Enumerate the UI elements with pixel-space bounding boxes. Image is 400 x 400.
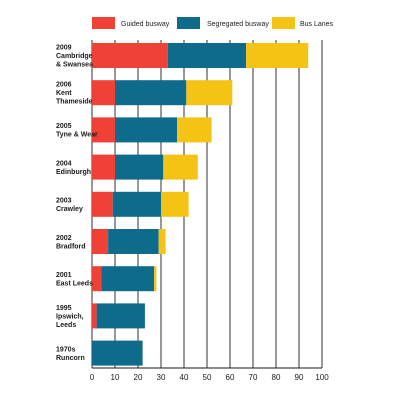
bar-segment-segregated-busway (96, 303, 145, 329)
legend-label: Bus Lanes (300, 21, 334, 28)
category-label-line: 2003 (56, 198, 72, 205)
bar-segment-guided-busway (92, 229, 109, 254)
category-label-line: Edinburgh (56, 169, 91, 176)
x-tick-label: 10 (111, 373, 120, 382)
x-tick-label: 30 (157, 373, 166, 382)
bar-segment-bus-lanes (186, 80, 233, 106)
bar-segment-bus-lanes (246, 43, 309, 68)
category-label: 1995 Ipswich, Leeds (56, 305, 84, 329)
category-label-line: 2009 (56, 45, 72, 52)
bar-segment-segregated-busway (92, 340, 143, 366)
category-label-line: 2001 (56, 272, 72, 279)
category-label: 2001 East Leeds (56, 272, 93, 288)
bar-segment-bus-lanes (161, 191, 189, 217)
legend-swatch (272, 17, 295, 29)
bars (92, 43, 309, 366)
category-label-line: Runcorn (56, 355, 85, 362)
bar-segment-guided-busway (92, 154, 115, 180)
bar-segment-bus-lanes (158, 229, 166, 254)
bar-segment-segregated-busway (115, 117, 178, 143)
x-tick-label: 100 (315, 373, 329, 382)
category-label-line: Leeds (56, 322, 76, 329)
category-label-line: Ipswich, (56, 313, 84, 320)
bar-segment-segregated-busway (115, 154, 164, 180)
bar-segment-guided-busway (92, 191, 113, 217)
category-label-line: Crawley (56, 206, 83, 213)
category-label-line: & Swansea (56, 62, 93, 69)
bar-segment-bus-lanes (154, 266, 157, 292)
x-tick-label: 70 (249, 373, 258, 382)
x-tick-label: 0 (90, 373, 95, 382)
bar-segment-bus-lanes (163, 154, 198, 180)
category-label-line: 2004 (56, 160, 72, 167)
bar-segment-guided-busway (92, 117, 115, 143)
x-axis: 0 10 20 30 40 50 60 70 80 90 100 (90, 367, 329, 382)
legend: Guided busway Segregated busway Bus Lanes (92, 17, 334, 29)
legend-label: Guided busway (121, 21, 170, 28)
category-label-line: 1995 (56, 305, 72, 312)
category-label: 2006 Kent Thameside (56, 82, 93, 106)
category-label-line: 2005 (56, 123, 72, 130)
legend-swatch (92, 17, 115, 29)
x-tick-label: 60 (226, 373, 235, 382)
bar-segment-guided-busway (92, 266, 102, 292)
category-label-line: Kent (56, 90, 72, 97)
bar-segment-guided-busway (92, 303, 97, 329)
x-tick-label: 80 (272, 373, 281, 382)
legend-swatch (177, 17, 200, 29)
bar-segment-bus-lanes (177, 117, 212, 143)
x-tick-label: 40 (180, 373, 189, 382)
category-label: 1970s Runcorn (56, 346, 85, 362)
bar-segment-segregated-busway (108, 229, 159, 254)
bar-segment-guided-busway (92, 80, 115, 106)
bar-segment-segregated-busway (115, 80, 187, 106)
category-label: 2004 Edinburgh (56, 160, 91, 176)
category-label: 2002 Bradford (56, 235, 86, 251)
bar-segment-segregated-busway (167, 43, 247, 68)
bar-segment-guided-busway (92, 43, 168, 68)
category-label-line: East Leeds (56, 280, 93, 287)
bar-segment-segregated-busway (112, 191, 161, 217)
category-label-line: Tyne & Wear (56, 132, 98, 139)
x-tick-label: 50 (203, 373, 212, 382)
category-label-line: 2002 (56, 235, 72, 242)
category-label-line: Bradford (56, 243, 86, 250)
legend-label: Segregated busway (207, 21, 269, 28)
category-label: 2005 Tyne & Wear (56, 123, 98, 139)
x-tick-label: 90 (295, 373, 304, 382)
category-label-line: 1970s (56, 346, 76, 353)
bar-segment-segregated-busway (101, 266, 155, 292)
category-label-line: Thameside (56, 99, 93, 106)
category-label-line: 2006 (56, 82, 72, 89)
category-label: 2009 Cambridge & Swansea (56, 45, 93, 69)
x-tick-label: 20 (134, 373, 143, 382)
category-label-line: Cambridge (56, 53, 93, 60)
category-label: 2003 Crawley (56, 198, 83, 214)
